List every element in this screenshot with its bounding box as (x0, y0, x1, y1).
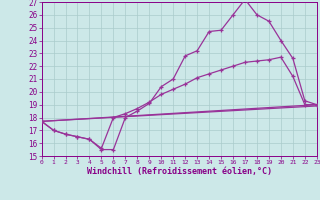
X-axis label: Windchill (Refroidissement éolien,°C): Windchill (Refroidissement éolien,°C) (87, 167, 272, 176)
